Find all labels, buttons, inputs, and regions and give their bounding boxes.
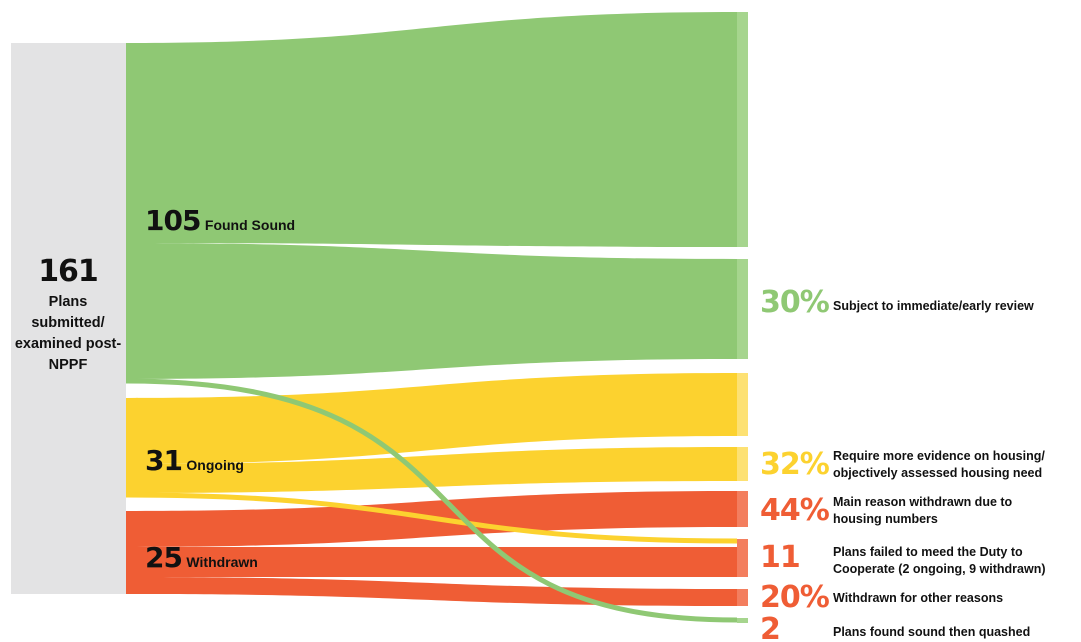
outcome-node-housing [737, 491, 748, 527]
band-ongoing-to-evidence [126, 447, 737, 493]
outcome-node-sound-remaining [737, 12, 748, 247]
outcome-value-other: 20% [760, 580, 830, 615]
band-sound-to-remaining [126, 12, 737, 247]
source-total: 161 [38, 254, 99, 289]
outcome-value-evidence: 32% [760, 447, 830, 482]
outcome-value-quashed: 2 [760, 612, 781, 642]
flow-label-found-sound: 105 Found Sound [145, 204, 295, 237]
band-withdrawn-to-duty [126, 547, 737, 577]
outcome-label-evidence: Require more evidence on housing/ object… [833, 449, 1045, 480]
outcome-node-review [737, 259, 748, 359]
flow-value-ongoing: 31 [145, 444, 183, 477]
outcome-node-evidence [737, 447, 748, 481]
outcome-node-ongoing-remaining [737, 373, 748, 436]
flow-name-withdrawn: Withdrawn [186, 554, 258, 570]
flow-name-ongoing: Ongoing [186, 457, 244, 473]
outcome-value-review: 30% [760, 285, 830, 320]
band-sound-to-quashed [125, 378, 738, 623]
outcome-node-other [737, 589, 748, 606]
outcome-label-duty: Plans failed to meed the Duty to Coopera… [833, 545, 1046, 576]
outcome-label-quashed: Plans found sound then quashed [833, 625, 1031, 639]
flow-name-found-sound: Found Sound [204, 217, 296, 233]
outcome-node-duty [737, 539, 748, 577]
outcome-value-duty: 11 [760, 540, 801, 575]
outcome-node-quashed [737, 618, 748, 623]
source-node [11, 43, 126, 594]
flow-label-withdrawn: 25 Withdrawn [145, 541, 258, 574]
source-label: Plans submitted/ examined post-NPPF [14, 294, 122, 373]
flow-value-withdrawn: 25 [145, 541, 183, 574]
flow-value-found-sound: 105 [145, 204, 201, 237]
outcome-label-review: Subject to immediate/early review [833, 299, 1034, 313]
flow-label-ongoing: 31 Ongoing [145, 444, 244, 477]
band-withdrawn-to-other [126, 577, 737, 606]
outcome-value-withdrawn-housing: 44% [760, 493, 830, 528]
band-ongoing-to-duty [125, 492, 738, 544]
band-sound-to-review [126, 243, 737, 379]
outcome-label-other: Withdrawn for other reasons [833, 591, 1004, 605]
outcome-label-withdrawn-housing: Main reason withdrawn due to housing num… [833, 495, 1013, 526]
